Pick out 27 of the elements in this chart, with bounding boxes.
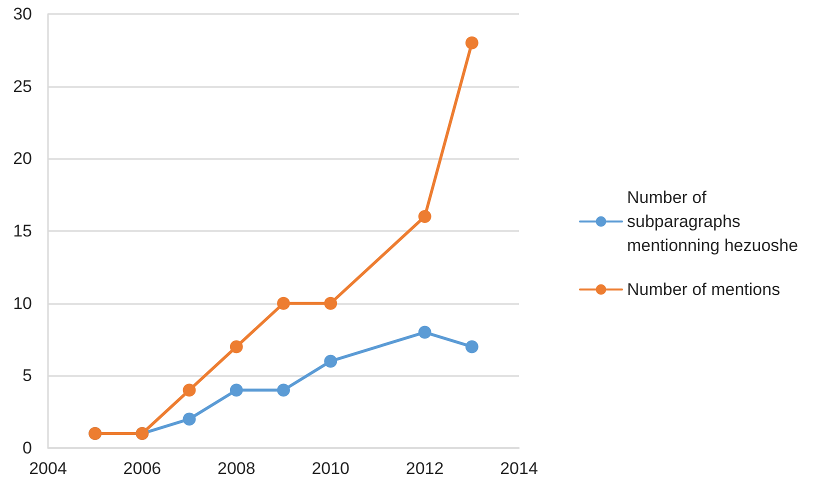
y-tick-label: 25 <box>13 76 32 96</box>
point <box>418 326 432 339</box>
point <box>230 340 243 354</box>
point <box>182 412 196 426</box>
x-tick-label: 2010 <box>312 459 350 478</box>
legend-label: Number of subparagraphs mentionning hezuoshe <box>627 188 798 255</box>
legend-label: Number of mentions <box>627 280 780 299</box>
x-tick-label: 2004 <box>29 459 67 478</box>
point <box>277 296 290 310</box>
point <box>465 36 478 50</box>
x-tick-label: 2012 <box>406 459 444 478</box>
x-tick-label: 2006 <box>123 459 162 478</box>
point <box>230 384 243 397</box>
y-tick-label: 5 <box>22 366 32 386</box>
y-tick-label: 30 <box>13 4 32 24</box>
point <box>418 210 432 224</box>
point <box>277 384 290 397</box>
point <box>324 296 338 310</box>
point <box>465 340 478 354</box>
x-tick-label: 2014 <box>500 459 538 478</box>
x-tick-label: 2008 <box>217 459 256 478</box>
y-tick-label: 20 <box>13 149 32 168</box>
y-tick-label: 15 <box>13 222 32 240</box>
point <box>324 354 338 368</box>
point <box>182 384 196 397</box>
y-tick-label: 0 <box>22 438 32 458</box>
y-tick-label: 10 <box>13 294 32 313</box>
